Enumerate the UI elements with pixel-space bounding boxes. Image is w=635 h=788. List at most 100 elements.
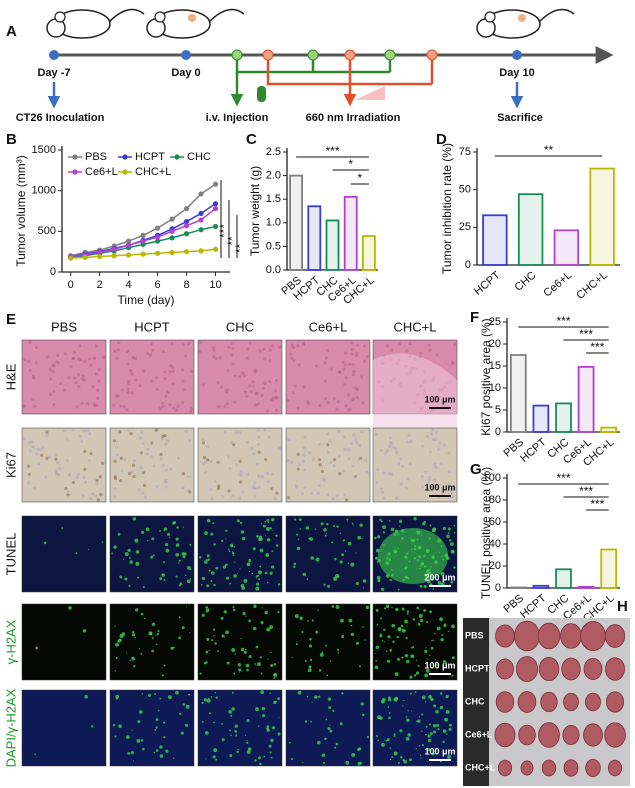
- micrograph: [197, 603, 283, 681]
- micrograph-texture: [364, 458, 368, 462]
- legend-swatch: [174, 154, 180, 160]
- micrograph-texture: [254, 759, 257, 762]
- tumor: [518, 724, 536, 746]
- micrograph-texture: [358, 444, 362, 448]
- y-tick-label: 15: [489, 360, 501, 372]
- bar: [600, 548, 618, 589]
- micrograph-texture: [323, 361, 327, 365]
- micrograph-texture: [201, 576, 205, 581]
- y-tick-label: 0: [50, 266, 56, 278]
- micrograph-texture: [118, 430, 122, 434]
- micrograph-texture: [407, 710, 409, 712]
- micrograph-texture: [269, 527, 272, 530]
- micrograph-texture: [177, 562, 179, 564]
- micrograph-texture: [198, 340, 202, 345]
- micrograph-texture: [204, 731, 209, 735]
- micrograph-texture: [34, 361, 38, 365]
- micrograph-texture: [112, 439, 117, 443]
- micrograph-texture: [259, 762, 262, 766]
- micrograph-texture: [75, 405, 79, 409]
- micrograph-texture: [378, 716, 381, 720]
- micrograph-texture: [266, 527, 271, 531]
- micrograph-texture: [302, 468, 307, 472]
- micrograph-texture: [129, 560, 133, 564]
- micrograph-texture: [233, 574, 237, 578]
- micrograph-texture: [344, 550, 346, 552]
- micrograph-texture: [412, 618, 416, 621]
- micrograph-texture: [246, 668, 249, 672]
- micrograph-texture: [382, 471, 386, 475]
- micrograph-texture: [137, 488, 141, 492]
- micrograph-texture: [431, 437, 436, 442]
- row-label: H&E: [3, 363, 18, 390]
- day-node: [512, 50, 522, 60]
- micrograph-texture: [263, 357, 267, 361]
- micrograph-texture: [357, 535, 361, 540]
- micrograph-texture: [295, 643, 298, 646]
- tumor: [604, 722, 626, 748]
- micrograph-texture: [183, 388, 187, 392]
- micrograph-texture: [405, 349, 409, 353]
- micrograph-texture: [387, 635, 391, 639]
- micrograph-texture: [397, 342, 402, 346]
- micrograph-texture: [361, 713, 365, 717]
- micrograph-texture: [123, 457, 127, 462]
- micrograph-texture: [405, 736, 410, 741]
- micrograph-texture: [427, 478, 431, 483]
- micrograph-texture: [66, 493, 70, 497]
- micrograph-texture: [132, 474, 136, 479]
- micrograph-texture: [270, 344, 275, 348]
- micrograph-texture: [142, 747, 145, 751]
- micrograph-texture: [119, 634, 124, 638]
- micrograph-texture: [246, 750, 251, 754]
- micrograph-texture: [417, 719, 421, 723]
- tumor: [538, 657, 560, 681]
- micrograph-texture: [75, 552, 78, 555]
- data-point: [97, 249, 103, 256]
- significance-label: ***: [556, 471, 570, 485]
- micrograph-texture: [296, 344, 300, 348]
- micrograph-texture: [151, 649, 154, 653]
- micrograph-texture: [436, 724, 440, 727]
- micrograph-texture: [375, 660, 378, 662]
- column-label: Ce6+L: [309, 319, 348, 334]
- micrograph-texture: [390, 348, 394, 352]
- data-point: [140, 232, 146, 238]
- micrograph-texture: [165, 548, 170, 553]
- micrograph-texture: [94, 372, 99, 376]
- micrograph-texture: [327, 697, 331, 701]
- micrograph-texture: [394, 496, 398, 500]
- micrograph-texture: [138, 436, 142, 440]
- micrograph-texture: [200, 583, 203, 586]
- micrograph-texture: [310, 720, 312, 723]
- micrograph-texture: [141, 442, 145, 446]
- micrograph-texture: [231, 494, 235, 498]
- micrograph-texture: [384, 739, 386, 741]
- tumor: [538, 722, 560, 748]
- micrograph-texture: [160, 437, 164, 441]
- tumor: [520, 760, 534, 776]
- event-label: 660 nm Irradiation: [306, 112, 401, 124]
- micrograph-texture: [228, 709, 232, 714]
- micrograph-texture: [141, 530, 145, 534]
- micrograph-texture: [244, 734, 246, 736]
- bar: [600, 426, 618, 433]
- micrograph-texture: [275, 534, 278, 537]
- micrograph-texture: [51, 370, 55, 374]
- micrograph-texture: [214, 642, 217, 645]
- micrograph-texture: [188, 693, 191, 696]
- micrograph-texture: [406, 477, 410, 481]
- micrograph-texture: [362, 626, 364, 628]
- micrograph-texture: [131, 729, 133, 731]
- micrograph-texture: [381, 639, 384, 642]
- micrograph-texture: [388, 436, 392, 440]
- y-tick-label: 1000: [32, 185, 56, 197]
- tumor: [517, 691, 537, 713]
- micrograph-texture: [301, 459, 305, 463]
- micrograph-texture: [439, 461, 443, 465]
- micrograph-texture: [402, 758, 405, 762]
- micrograph-texture: [416, 659, 418, 661]
- x-tick-label: 4: [126, 279, 132, 291]
- micrograph-texture: [453, 525, 456, 527]
- micrograph-texture: [412, 645, 415, 648]
